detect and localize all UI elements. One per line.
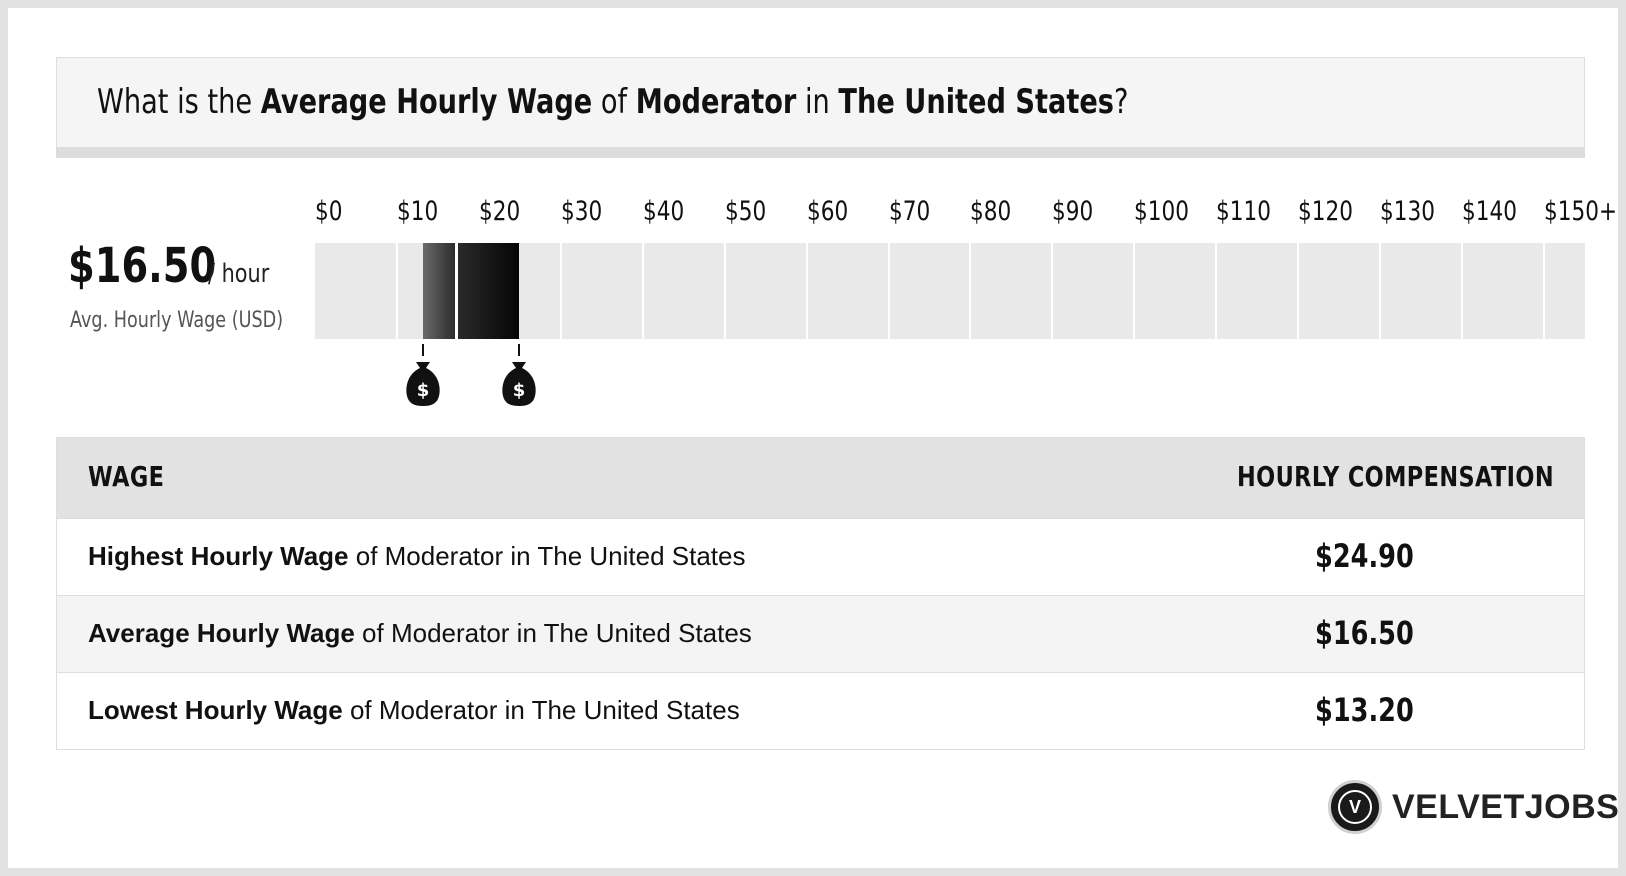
axis-tick-label: $80 — [970, 196, 1012, 227]
axis-tick-label: $0 — [315, 196, 343, 227]
title-bold: The United States — [838, 82, 1114, 122]
title-text: of — [592, 82, 636, 122]
average-divider — [455, 243, 459, 339]
row-label-bold: Average Hourly Wage — [88, 618, 355, 648]
column-header-compensation: HOURLY COMPENSATION — [1237, 460, 1554, 493]
gridline — [641, 243, 644, 339]
money-bag-icon: $ — [499, 344, 539, 412]
gridline — [969, 243, 972, 339]
gridline — [1379, 243, 1382, 339]
question-header: What is the Average Hourly Wage of Moder… — [56, 57, 1585, 147]
row-value: $24.90 — [1315, 537, 1414, 575]
average-wage-value: $16.50 — [68, 238, 216, 294]
logo-badge-icon: V — [1328, 780, 1382, 834]
average-wage-number: $16.50 — [68, 238, 217, 294]
axis-tick-label: $100 — [1134, 196, 1190, 227]
gridline — [559, 243, 562, 339]
wage-axis-ticks: $0 $10 $20 $30 $40 $50 $60 $70 $80 $90 $100 $110 $12… — [8, 196, 1626, 232]
title-text: ? — [1114, 82, 1129, 122]
row-label-rest: of Moderator in The United States — [348, 541, 746, 571]
low-to-average-bar — [423, 243, 456, 339]
row-label-rest: of Moderator in The United States — [354, 618, 752, 648]
wage-range-track — [315, 243, 1585, 339]
row-label-bold: Highest Hourly Wage — [88, 541, 349, 571]
average-to-high-bar — [458, 243, 519, 339]
gridline — [1133, 243, 1136, 339]
axis-tick-label: $130 — [1380, 196, 1436, 227]
table-row: Average Hourly Wage of Moderator in The … — [57, 595, 1584, 672]
axis-tick-label: $40 — [642, 196, 684, 227]
svg-text:$: $ — [513, 380, 526, 401]
gridline — [805, 243, 808, 339]
gridline — [395, 243, 398, 339]
axis-tick-label: $30 — [560, 196, 603, 227]
axis-tick-label: $20 — [478, 196, 521, 227]
axis-tick-label: $60 — [806, 196, 848, 227]
row-description: Average Hourly Wage of Moderator in The … — [88, 618, 752, 649]
table-row: Lowest Hourly Wage of Moderator in The U… — [57, 672, 1584, 749]
question-title: What is the Average Hourly Wage of Moder… — [97, 82, 1128, 122]
axis-tick-label: $50 — [724, 196, 766, 227]
column-header-wage: WAGE — [88, 460, 165, 493]
logo-text: VELVETJOBS — [1392, 788, 1620, 826]
row-description: Lowest Hourly Wage of Moderator in The U… — [88, 695, 740, 726]
gridline — [1543, 243, 1546, 339]
row-label-bold: Lowest Hourly Wage — [88, 695, 343, 725]
gridline — [887, 243, 890, 339]
axis-tick-label: $70 — [888, 196, 930, 227]
header-underline — [56, 147, 1585, 158]
gridline — [1051, 243, 1054, 339]
money-bag-icon: $ — [403, 344, 443, 412]
table-header: WAGE HOURLY COMPENSATION — [57, 438, 1584, 518]
axis-tick-label: $10 — [396, 196, 439, 227]
title-text: What is the — [97, 82, 261, 122]
gridline — [1461, 243, 1464, 339]
average-wage-unit: / hour — [208, 259, 270, 289]
gridline — [1215, 243, 1218, 339]
row-value: $13.20 — [1315, 691, 1414, 729]
title-bold: Moderator — [635, 82, 797, 122]
row-value: $16.50 — [1315, 614, 1414, 652]
row-description: Highest Hourly Wage of Moderator in The … — [88, 541, 745, 572]
axis-tick-label: $120 — [1298, 196, 1354, 227]
table-row: Highest Hourly Wage of Moderator in The … — [57, 518, 1584, 595]
average-wage-caption: Avg. Hourly Wage (USD) — [70, 308, 284, 333]
svg-text:$: $ — [417, 380, 430, 401]
logo-letter: V — [1338, 790, 1372, 824]
axis-tick-label: $90 — [1052, 196, 1094, 227]
axis-tick-label: $150+ — [1544, 196, 1618, 227]
wage-table: WAGE HOURLY COMPENSATION Highest Hourly … — [56, 437, 1585, 750]
axis-tick-label: $110 — [1216, 196, 1272, 227]
row-label-rest: of Moderator in The United States — [342, 695, 740, 725]
title-text: in — [796, 82, 839, 122]
gridline — [723, 243, 726, 339]
gridline — [1297, 243, 1300, 339]
axis-tick-label: $140 — [1462, 196, 1518, 227]
title-bold: Average Hourly Wage — [260, 82, 593, 122]
